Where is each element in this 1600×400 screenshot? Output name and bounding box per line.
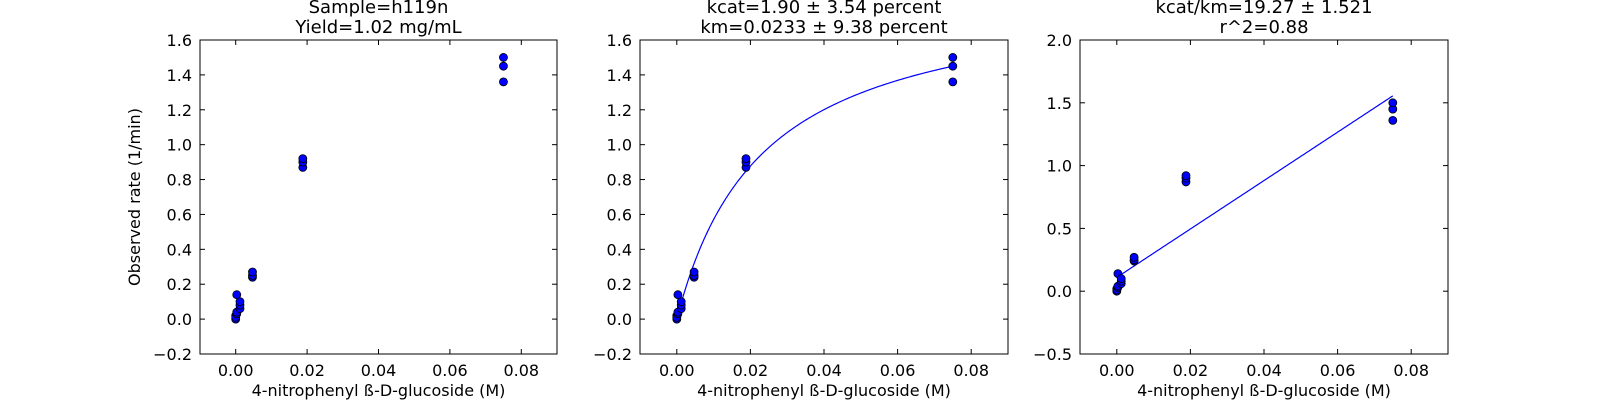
- y-axis-label: Observed rate (1/min): [125, 108, 144, 286]
- x-tick-label: 0.02: [733, 361, 769, 380]
- y-tick-label: 0.6: [167, 205, 192, 224]
- data-point: [499, 61, 508, 71]
- x-tick-label: 0.08: [953, 361, 989, 380]
- y-tick-label: 0.8: [167, 171, 192, 190]
- y-tick-label: −0.2: [153, 345, 192, 364]
- y-tick-label: 1.0: [167, 136, 192, 155]
- y-tick-label: 0.2: [167, 275, 192, 294]
- y-tick-label: 1.0: [607, 136, 632, 155]
- x-tick-label: 0.00: [659, 361, 695, 380]
- data-point: [298, 154, 308, 164]
- data-point: [1388, 115, 1398, 125]
- data-point: [689, 267, 699, 277]
- data-point: [741, 154, 751, 164]
- y-tick-label: 0.0: [167, 310, 192, 329]
- chart-title-line: kcat=1.90 ± 3.54 percent: [707, 0, 942, 18]
- chart-title-line: km=0.0233 ± 9.38 percent: [700, 17, 947, 38]
- x-tick-label: 0.06: [880, 361, 916, 380]
- x-tick-label: 0.06: [432, 361, 468, 380]
- x-tick-label: 0.08: [503, 361, 539, 380]
- data-point: [1116, 274, 1126, 284]
- y-tick-label: 1.5: [1047, 94, 1072, 113]
- y-tick-label: 2.0: [1047, 31, 1072, 50]
- subplot-3: 0.00 0.02 0.04 0.06 0.08 −0.5 0.0 0.5 1.0 1.5 2.0 k…: [1033, 0, 1449, 400]
- data-point: [948, 77, 958, 87]
- subplot-1: 0.00 0.02 0.04 0.06 0.08 −0.2 0.0 0.2 0.4 0.6 0.8 1…: [125, 0, 558, 400]
- y-tick-label: 0.6: [607, 205, 632, 224]
- x-tick-label: 0.02: [289, 361, 325, 380]
- y-tick-label: 1.0: [1047, 157, 1072, 176]
- data-point: [1181, 171, 1191, 181]
- chart-title-line: r^2=0.88: [1219, 17, 1308, 38]
- y-tick-label: 1.6: [607, 31, 632, 50]
- chart-title-line: Sample=h119n: [309, 0, 449, 18]
- fit-line: [1116, 95, 1394, 278]
- fit-line: [676, 65, 953, 320]
- y-tick-label: 0.2: [607, 275, 632, 294]
- data-point: [948, 61, 958, 71]
- y-tick-label: 1.2: [167, 101, 192, 120]
- y-tick-label: 0.0: [607, 310, 632, 329]
- y-tick-label: 0.5: [1047, 219, 1072, 238]
- y-tick-label: −0.5: [1033, 345, 1072, 364]
- x-axis-label: 4-nitrophenyl ß-D-glucoside (M): [1137, 381, 1391, 400]
- y-tick-label: 1.4: [167, 66, 192, 85]
- data-point: [948, 53, 958, 62]
- data-point: [499, 53, 508, 62]
- x-tick-label: 0.00: [218, 361, 254, 380]
- y-tick-label: −0.2: [593, 345, 632, 364]
- y-tick-label: 0.0: [1047, 282, 1072, 301]
- data-point: [499, 77, 508, 87]
- x-tick-label: 0.06: [1320, 361, 1356, 380]
- y-tick-label: 0.8: [607, 171, 632, 190]
- x-tick-label: 0.08: [1393, 361, 1429, 380]
- data-point: [673, 290, 683, 300]
- chart-title-line: kcat/km=19.27 ± 1.521: [1155, 0, 1372, 18]
- y-tick-label: 1.2: [607, 101, 632, 120]
- y-tick-label: 0.4: [607, 240, 632, 259]
- x-tick-label: 0.00: [1099, 361, 1135, 380]
- x-axis-label: 4-nitrophenyl ß-D-glucoside (M): [697, 381, 951, 400]
- subplot-2: 0.00 0.02 0.04 0.06 0.08 −0.2 0.0 0.2 0.4 0.6 0.8 1…: [593, 0, 1009, 400]
- data-point: [235, 297, 245, 307]
- y-tick-label: 0.4: [167, 240, 192, 259]
- y-tick-label: 1.4: [607, 66, 632, 85]
- x-tick-label: 0.02: [1173, 361, 1209, 380]
- y-tick-label: 1.6: [167, 31, 192, 50]
- x-tick-label: 0.04: [806, 361, 842, 380]
- data-point: [1129, 252, 1139, 262]
- x-axis-label: 4-nitrophenyl ß-D-glucoside (M): [252, 381, 506, 400]
- x-tick-label: 0.04: [361, 361, 397, 380]
- data-point: [248, 267, 257, 277]
- data-point: [676, 297, 686, 307]
- chart-title-line: Yield=1.02 mg/mL: [294, 17, 461, 38]
- data-point: [1388, 98, 1398, 108]
- x-tick-label: 0.04: [1246, 361, 1282, 380]
